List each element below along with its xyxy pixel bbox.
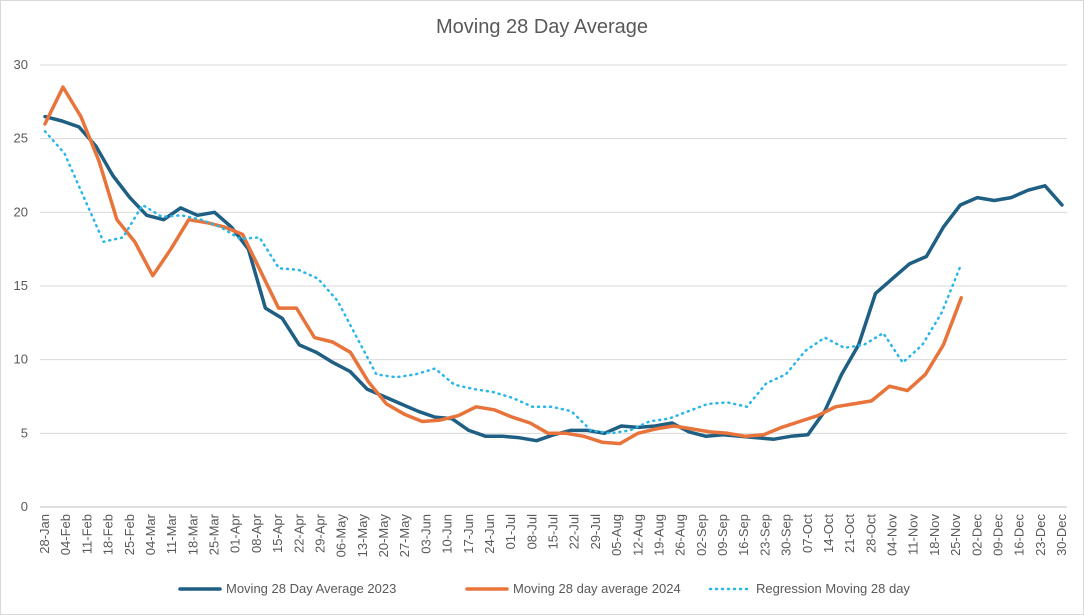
x-tick-label: 18-Mar	[185, 513, 200, 555]
x-tick-label: 07-Oct	[800, 514, 815, 553]
x-tick-label: 16-Dec	[1012, 514, 1027, 556]
gridlines	[40, 64, 1067, 508]
x-tick-label: 15-Apr	[270, 513, 285, 553]
x-tick-label: 08-Jul	[524, 514, 539, 550]
x-tick-label: 15-Jul	[546, 514, 561, 550]
x-tick-label: 18-Nov	[927, 514, 942, 556]
x-tick-label: 25-Nov	[948, 514, 963, 556]
x-tick-label: 11-Feb	[79, 514, 94, 554]
y-tick-label: 30	[14, 57, 28, 72]
x-tick-label: 26-Aug	[673, 514, 688, 556]
x-tick-label: 11-Mar	[164, 513, 179, 554]
y-tick-label: 20	[14, 204, 28, 219]
legend-label: Moving 28 day average 2024	[513, 581, 681, 596]
x-tick-label: 14-Oct	[821, 514, 836, 553]
x-tick-label: 29-Jul	[588, 514, 603, 550]
x-tick-label: 25-Mar	[207, 513, 222, 555]
x-tick-label: 24-Jun	[482, 514, 497, 554]
x-tick-label: 28-Jan	[37, 514, 52, 554]
x-tick-label: 23-Dec	[1033, 514, 1048, 556]
series-line	[43, 114, 1064, 443]
x-tick-label: 12-Aug	[630, 514, 645, 556]
x-tick-label: 05-Aug	[609, 514, 624, 556]
series-line	[43, 130, 963, 435]
x-tick-label: 30-Dec	[1054, 514, 1069, 556]
x-tick-label: 16-Sep	[736, 514, 751, 556]
x-tick-label: 01-Jul	[503, 514, 518, 550]
y-tick-label: 15	[14, 278, 28, 293]
x-tick-label: 02-Sep	[694, 514, 709, 556]
x-tick-label: 21-Oct	[842, 514, 857, 553]
legend-label: Moving 28 Day Average 2023	[226, 581, 396, 596]
legend-label: Regression Moving 28 day	[756, 581, 910, 596]
y-tick-label: 25	[14, 131, 28, 146]
x-axis-ticks: 28-Jan 04-Feb 11-Feb 18-Feb 25-Feb 04-Mar 11-M…	[37, 513, 1069, 557]
series-lines	[43, 85, 1064, 446]
x-tick-label: 04-Mar	[143, 513, 158, 555]
x-tick-label: 09-Dec	[990, 514, 1005, 556]
x-tick-label: 20-May	[376, 514, 391, 558]
x-tick-label: 22-Apr	[291, 513, 306, 553]
x-tick-label: 23-Sep	[757, 514, 772, 556]
x-tick-label: 29-Apr	[312, 513, 327, 553]
x-tick-label: 25-Feb	[122, 514, 137, 555]
x-tick-label: 30-Sep	[779, 514, 794, 556]
y-axis-ticks: 0 5 10 15 20 25 30	[14, 57, 28, 514]
x-tick-label: 13-May	[355, 514, 370, 558]
series-line	[43, 85, 964, 446]
x-tick-label: 17-Jun	[461, 514, 476, 554]
x-tick-label: 08-Apr	[249, 513, 264, 553]
x-tick-label: 28-Oct	[863, 514, 878, 553]
x-tick-label: 22-Jul	[567, 514, 582, 550]
x-tick-label: 01-Apr	[228, 513, 243, 553]
x-tick-label: 06-May	[334, 514, 349, 558]
y-tick-label: 0	[21, 499, 28, 514]
x-tick-label: 04-Nov	[885, 514, 900, 556]
x-tick-label: 19-Aug	[651, 514, 666, 556]
y-tick-label: 10	[14, 352, 28, 367]
x-tick-label: 04-Feb	[58, 514, 73, 555]
x-tick-label: 03-Jun	[418, 514, 433, 554]
y-tick-label: 5	[21, 425, 28, 440]
x-tick-label: 18-Feb	[101, 514, 116, 555]
x-tick-label: 27-May	[397, 514, 412, 558]
x-tick-label: 11-Nov	[906, 514, 921, 555]
x-tick-label: 10-Jun	[440, 514, 455, 554]
x-tick-label: 09-Sep	[715, 514, 730, 556]
legend: Moving 28 Day Average 2023 Moving 28 day …	[178, 581, 910, 596]
x-tick-label: 02-Dec	[969, 514, 984, 556]
chart-title: Moving 28 Day Average	[436, 16, 648, 38]
